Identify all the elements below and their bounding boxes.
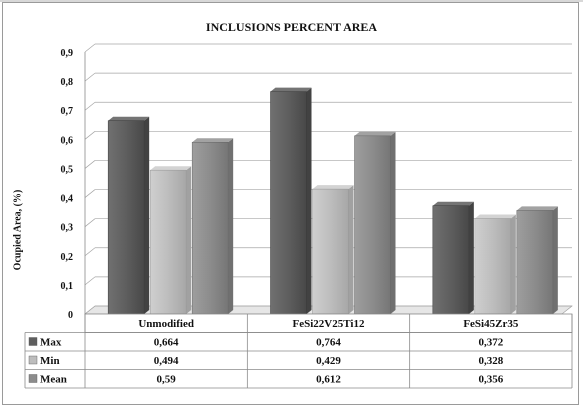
data-label: 0,429	[316, 355, 341, 367]
legend-key-mean	[28, 374, 38, 383]
bar-mean	[516, 210, 554, 315]
y-tick-label: 0,7	[61, 106, 74, 117]
bar-top	[516, 206, 558, 211]
bar-top	[354, 131, 396, 136]
gridline-depth	[84, 276, 96, 286]
bar-top	[432, 201, 474, 206]
bar-side	[186, 166, 192, 314]
gridline-depth	[84, 189, 96, 198]
bar-top	[474, 214, 516, 219]
bar-top	[150, 166, 192, 171]
bar-min	[312, 188, 349, 315]
bar-side	[144, 116, 150, 314]
bar-mean	[354, 135, 391, 315]
bar-top	[270, 87, 312, 92]
gridline-depth	[84, 247, 96, 257]
bar-min	[474, 218, 512, 315]
bar-side	[552, 206, 558, 314]
y-tick-label: 0,8	[61, 77, 74, 88]
legend-label-min: Min	[40, 355, 60, 367]
y-tick-label: 0,3	[61, 223, 74, 234]
y-tick-label: 0,9	[61, 48, 74, 59]
y-tick-label: 0,2	[61, 252, 74, 263]
chart-title: INCLUSIONS PERCENT AREA	[205, 20, 378, 34]
legend-label-mean: Mean	[40, 374, 67, 386]
y-tick-label: 0,4	[61, 194, 74, 205]
gridline-depth	[84, 131, 96, 140]
gridline-depth	[84, 101, 96, 111]
y-tick-label: 0,1	[61, 281, 74, 292]
legend-key-max	[28, 337, 38, 346]
bar-side	[306, 87, 312, 314]
gridline-depth	[84, 72, 96, 82]
bar-top	[312, 185, 354, 190]
bar-max	[107, 120, 145, 315]
category-label: FeSi22V25Ti12	[293, 318, 365, 330]
y-tick-label: 0	[68, 310, 73, 321]
data-label: 0,764	[316, 337, 341, 349]
bar-side	[390, 131, 396, 314]
gridline-depth	[84, 305, 96, 315]
data-label: 0,664	[154, 337, 179, 349]
legend-label-max: Max	[40, 337, 62, 349]
bar-side	[468, 201, 474, 314]
bar-max	[270, 91, 307, 315]
data-label: 0,59	[157, 374, 177, 386]
legend-key-min	[28, 355, 38, 365]
data-label: 0,612	[316, 374, 341, 386]
y-tick-label: 0,5	[61, 164, 74, 175]
bar-side	[348, 185, 354, 314]
gridline-depth	[84, 43, 96, 53]
bar-max	[432, 205, 470, 315]
data-label: 0,494	[154, 355, 179, 367]
category-label: FeSi45Zr35	[463, 318, 518, 330]
data-label: 0,356	[478, 374, 503, 386]
y-tick-label: 0,6	[61, 135, 74, 146]
gridline-depth	[84, 160, 96, 169]
bar-side	[228, 138, 234, 314]
gridline-depth	[84, 218, 96, 227]
bar-top	[192, 138, 234, 143]
bar-side	[510, 214, 516, 314]
top-border	[0, 0, 583, 2]
category-label: Unmodified	[138, 318, 194, 330]
bar-min	[149, 169, 187, 315]
bar-top	[108, 116, 150, 121]
data-label: 0,372	[478, 337, 503, 349]
data-label: 0,328	[478, 355, 503, 367]
bar-mean	[191, 141, 229, 315]
